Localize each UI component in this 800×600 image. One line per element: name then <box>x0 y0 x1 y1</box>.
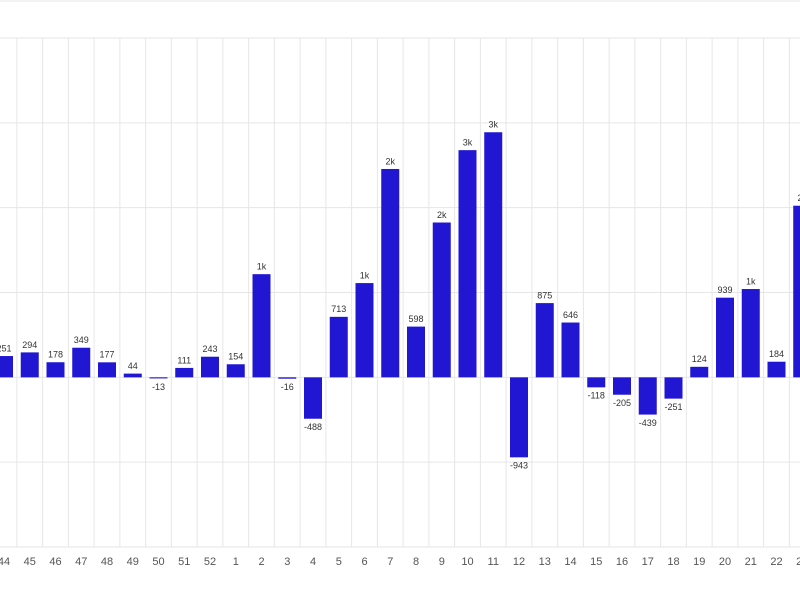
bar <box>72 347 91 378</box>
bar <box>98 362 116 378</box>
bar <box>381 168 400 378</box>
value-label: 713 <box>331 304 346 314</box>
value-label: -439 <box>639 418 657 428</box>
x-tick-label: 6 <box>361 556 367 568</box>
bar <box>226 364 245 378</box>
x-tick-label: 1 <box>233 556 239 568</box>
value-label: 875 <box>537 290 552 300</box>
value-label: 178 <box>48 350 63 360</box>
value-label: 124 <box>692 354 707 364</box>
value-label: -488 <box>304 422 322 432</box>
bar <box>664 377 683 399</box>
bar <box>252 274 271 378</box>
x-tick-label: 16 <box>616 556 628 568</box>
value-label: -118 <box>588 391 605 401</box>
bar <box>510 377 528 458</box>
value-label: 1k <box>360 270 370 280</box>
x-tick-label: 3 <box>284 556 290 568</box>
bar <box>741 289 760 378</box>
x-tick-label: 52 <box>204 556 216 568</box>
x-tick-label: 18 <box>667 556 679 568</box>
value-label: 2k <box>385 156 395 166</box>
bar <box>20 352 39 378</box>
bar <box>123 373 142 378</box>
value-label: 243 <box>202 344 217 354</box>
value-label: 177 <box>99 350 114 360</box>
x-tick-label: 21 <box>745 556 757 568</box>
bar <box>716 297 734 378</box>
value-label: 3k <box>488 120 498 130</box>
value-label: 111 <box>177 355 191 365</box>
value-label: -205 <box>613 398 631 408</box>
bar <box>201 356 219 378</box>
value-label: 251 <box>0 343 12 353</box>
bar <box>0 356 13 378</box>
x-tick-label: 15 <box>590 556 602 568</box>
x-tick-label: 5 <box>336 556 342 568</box>
x-tick-label: 14 <box>564 556 576 568</box>
value-label: 1k <box>257 262 267 272</box>
value-label: -943 <box>510 461 528 471</box>
value-label: 294 <box>22 340 37 350</box>
bar <box>304 377 322 419</box>
x-tick-label: 22 <box>770 556 782 568</box>
x-tick-label: 48 <box>101 556 113 568</box>
x-tick-label: 45 <box>24 556 36 568</box>
value-label: 154 <box>228 352 243 362</box>
bar <box>458 150 477 378</box>
x-tick-label: 44 <box>0 556 10 568</box>
x-tick-label: 8 <box>413 556 419 568</box>
x-tick-label: 46 <box>49 556 61 568</box>
value-label: 349 <box>74 335 89 345</box>
x-tick-label: 13 <box>539 556 551 568</box>
value-label: 2k <box>437 210 447 220</box>
value-label: 1k <box>746 276 756 286</box>
x-tick-label: 10 <box>461 556 473 568</box>
value-label: 2k <box>797 193 800 203</box>
x-tick-label: 4 <box>310 556 316 568</box>
bar <box>587 377 606 388</box>
x-tick-label: 11 <box>488 556 499 568</box>
x-tick-label: 49 <box>127 556 139 568</box>
value-label: 3k <box>463 138 473 148</box>
x-tick-label: 12 <box>513 556 525 568</box>
x-tick-label: 50 <box>152 556 164 568</box>
bar <box>561 322 580 378</box>
bar <box>149 377 168 379</box>
x-tick-label: 23 <box>796 556 800 568</box>
x-tick-label: 2 <box>258 556 264 568</box>
value-label: 184 <box>769 349 784 359</box>
x-tick-label: 17 <box>642 556 654 568</box>
value-label: 598 <box>408 314 423 324</box>
bar <box>767 361 786 378</box>
bar <box>535 303 554 378</box>
x-tick-label: 19 <box>693 556 705 568</box>
value-label: 646 <box>563 310 578 320</box>
bar <box>432 222 451 378</box>
value-label: -16 <box>281 382 294 392</box>
value-label: 939 <box>717 285 732 295</box>
x-tick-label: 47 <box>75 556 87 568</box>
bar <box>690 366 709 378</box>
bar <box>793 205 800 378</box>
bar <box>278 377 297 379</box>
x-tick-label: 7 <box>387 556 393 568</box>
bar <box>329 316 348 378</box>
x-tick-label: 20 <box>719 556 731 568</box>
value-label: -13 <box>152 382 165 392</box>
x-tick-label: 51 <box>178 556 190 568</box>
bar <box>175 367 194 378</box>
bar <box>484 132 503 378</box>
value-label: 44 <box>128 361 138 371</box>
bar <box>46 362 65 378</box>
x-tick-label: 9 <box>439 556 445 568</box>
bar <box>407 326 425 378</box>
bar <box>613 377 631 395</box>
bar <box>355 283 374 378</box>
bar <box>638 377 657 415</box>
value-label: -251 <box>664 402 682 412</box>
